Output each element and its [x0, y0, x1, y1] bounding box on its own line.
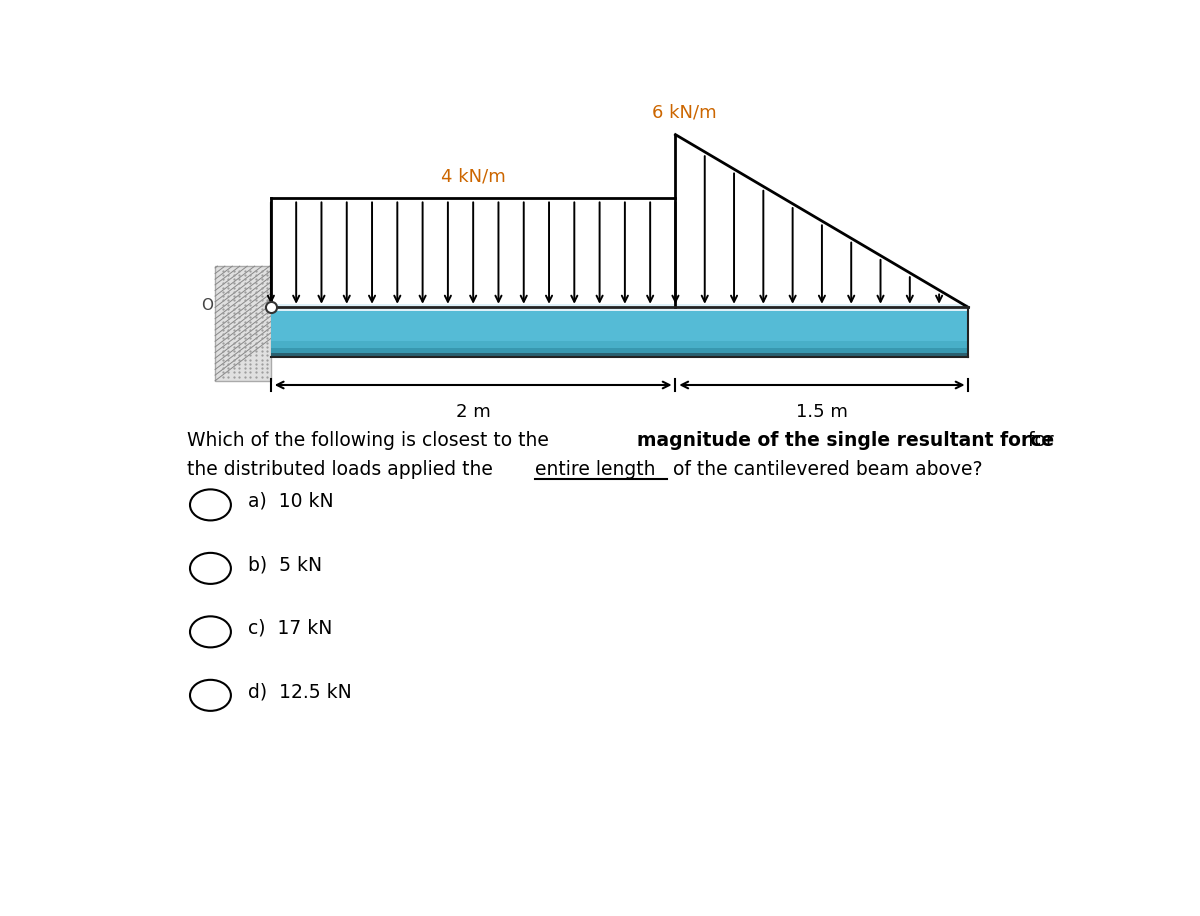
Bar — [271, 348, 968, 354]
Text: of the cantilevered beam above?: of the cantilevered beam above? — [667, 460, 982, 479]
Bar — [271, 342, 968, 350]
Text: O: O — [202, 299, 214, 313]
Text: Which of the following is closest to the: Which of the following is closest to the — [187, 431, 556, 450]
Text: b)  5 kN: b) 5 kN — [247, 555, 322, 574]
Text: 2 m: 2 m — [456, 403, 491, 420]
Bar — [271, 353, 968, 356]
Bar — [271, 311, 968, 343]
Text: d)  12.5 kN: d) 12.5 kN — [247, 682, 352, 702]
Text: magnitude of the single resultant force: magnitude of the single resultant force — [637, 431, 1054, 450]
Text: a)  10 kN: a) 10 kN — [247, 492, 334, 511]
Text: 1.5 m: 1.5 m — [796, 403, 848, 420]
Bar — [215, 267, 271, 381]
Text: entire length: entire length — [534, 460, 655, 479]
Text: for: for — [1022, 431, 1054, 450]
Bar — [271, 304, 968, 311]
Text: 6 kN/m: 6 kN/m — [653, 104, 718, 122]
Text: 4 kN/m: 4 kN/m — [440, 168, 505, 185]
Text: the distributed loads applied the: the distributed loads applied the — [187, 460, 499, 479]
Text: c)  17 kN: c) 17 kN — [247, 619, 332, 638]
